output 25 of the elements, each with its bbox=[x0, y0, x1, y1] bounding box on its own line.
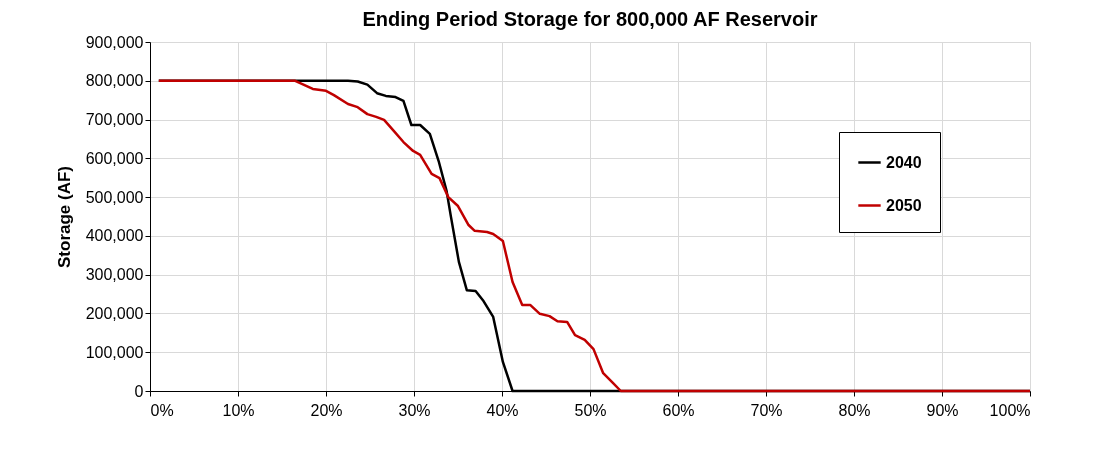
y-tick-label: 500,000 bbox=[85, 188, 144, 206]
y-tick-label: 900,000 bbox=[85, 33, 144, 51]
x-tick-label: 30% bbox=[398, 401, 431, 419]
x-tick-label: 10% bbox=[222, 401, 255, 419]
y-tick-label: 800,000 bbox=[85, 72, 144, 90]
x-tick-label: 0% bbox=[150, 401, 174, 419]
x-tick-label: 20% bbox=[310, 401, 343, 419]
x-tick-label: 90% bbox=[926, 401, 959, 419]
x-tick-label: 80% bbox=[838, 401, 871, 419]
x-tick-label: 40% bbox=[486, 401, 519, 419]
y-tick-label: 100,000 bbox=[85, 343, 144, 361]
legend-label: 2050 bbox=[886, 196, 922, 214]
y-tick-label: 200,000 bbox=[85, 304, 144, 322]
y-axis-title: Storage (AF) bbox=[54, 166, 74, 268]
x-tick-label: 70% bbox=[750, 401, 783, 419]
chart-title: Ending Period Storage for 800,000 AF Reservoir bbox=[362, 8, 818, 30]
x-tick-label: 50% bbox=[574, 401, 607, 419]
x-tick-label: 100% bbox=[989, 401, 1031, 419]
x-tick-label: 60% bbox=[662, 401, 695, 419]
y-tick-label: 300,000 bbox=[85, 266, 144, 284]
y-tick-label: 600,000 bbox=[85, 149, 144, 167]
y-tick-label: 700,000 bbox=[85, 111, 144, 129]
y-tick-label: 400,000 bbox=[85, 227, 144, 245]
legend-label: 2040 bbox=[886, 153, 922, 171]
y-tick-label: 0 bbox=[134, 382, 144, 400]
